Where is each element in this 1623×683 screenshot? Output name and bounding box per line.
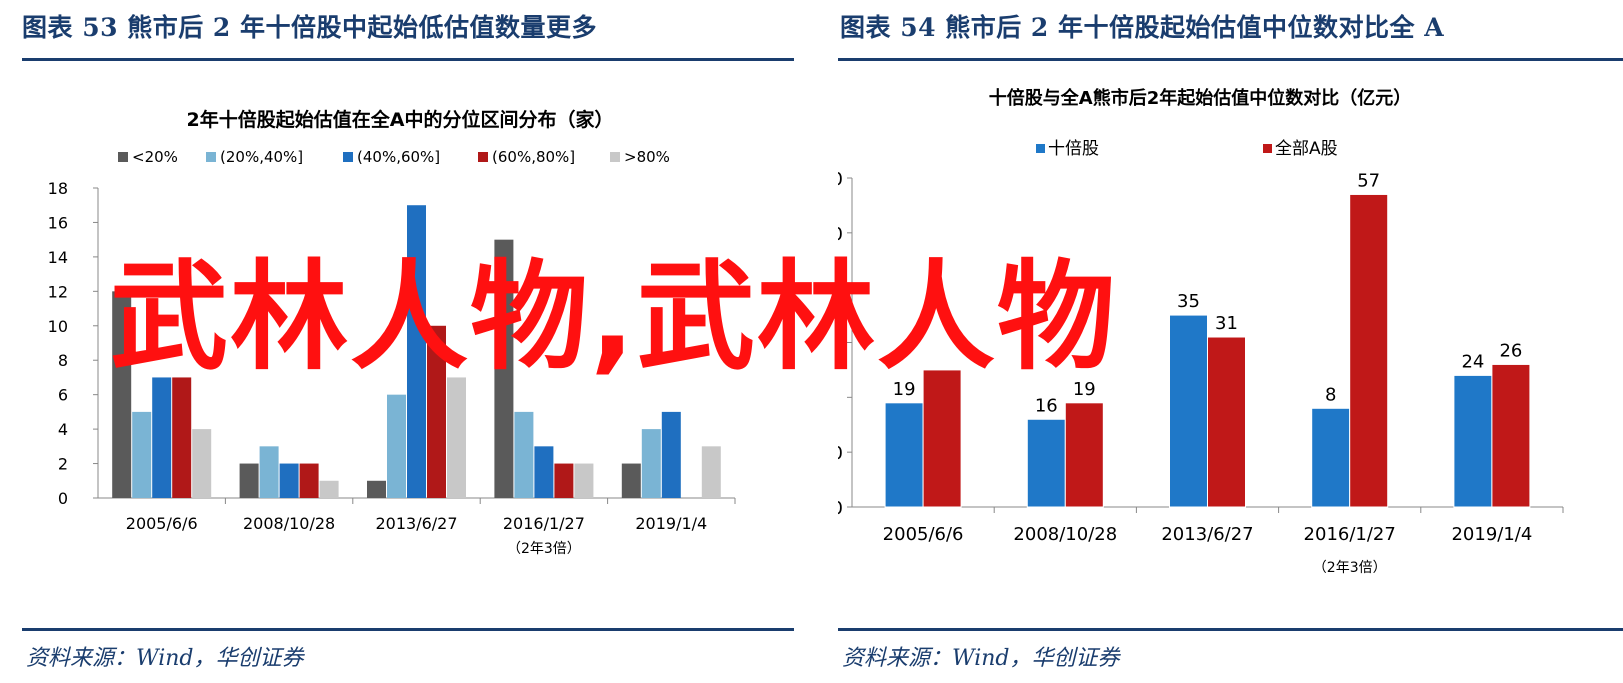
y-tick-label: 60 [838, 169, 843, 190]
bar [701, 446, 721, 498]
bar [1311, 407, 1351, 508]
y-tick-label: 2 [58, 455, 68, 474]
y-tick-label: 6 [58, 386, 68, 405]
y-tick-label: 0 [838, 498, 843, 519]
bar [1169, 314, 1208, 508]
x-tick-label: 2008/10/28 [1013, 524, 1117, 545]
x-tick-note: （2年3倍） [507, 541, 581, 557]
bar [239, 463, 259, 498]
legend-label: (40%,60%] [357, 148, 440, 166]
bar [192, 429, 212, 498]
data-label: 24 [1461, 351, 1484, 372]
bar [279, 463, 299, 498]
bar [574, 463, 594, 498]
bar [447, 377, 466, 498]
data-label: 19 [1073, 379, 1096, 400]
y-tick-label: 50 [838, 224, 843, 245]
y-tick-label: 4 [58, 420, 68, 439]
legend-label: >80% [624, 148, 670, 166]
y-tick-label: 14 [48, 248, 68, 267]
legend-label: (20%,40%] [220, 148, 303, 166]
bar [534, 446, 554, 498]
y-tick-label: 12 [48, 282, 68, 301]
x-tick-label: 2005/6/6 [126, 514, 198, 533]
x-tick-label: 2019/1/4 [635, 514, 707, 533]
bar [387, 394, 406, 498]
y-tick-label: 10 [838, 443, 843, 464]
legend-label: <20% [132, 148, 178, 166]
legend-swatch [118, 152, 128, 162]
data-label: 19 [893, 379, 916, 400]
bar [661, 411, 681, 498]
data-label: 26 [1499, 340, 1522, 361]
legend-swatch [1036, 144, 1045, 153]
title-rule [838, 58, 1623, 61]
legend-swatch [1263, 144, 1272, 153]
legend-swatch [478, 152, 488, 162]
legend-swatch [343, 152, 353, 162]
x-tick-label: 2013/6/27 [1161, 524, 1253, 545]
bar [427, 325, 446, 498]
figure-53: 图表 53 熊市后 2 年十倍股中起始低估值数量更多 2年十倍股起始估值在全A中… [0, 0, 800, 683]
x-tick-label: 2019/1/4 [1451, 524, 1532, 545]
title-rule [22, 58, 794, 61]
bottom-rule [838, 628, 1623, 631]
data-label: 35 [1177, 291, 1200, 312]
x-tick-label: 2016/1/27 [503, 514, 585, 533]
bar [1453, 374, 1493, 508]
watermark-text: 武林人物,武林人物 [110, 248, 1117, 386]
bar [1207, 336, 1246, 508]
figure-title: 图表 54 熊市后 2 年十倍股起始估值中位数对比全 A [840, 13, 1445, 42]
bar [1491, 363, 1531, 508]
bar [1349, 193, 1389, 508]
source-note: 资料来源：Wind，华创证券 [26, 646, 304, 671]
y-tick-label: 16 [48, 213, 68, 232]
x-tick-label: 2016/1/27 [1304, 524, 1396, 545]
bar [621, 463, 641, 498]
data-label: 31 [1215, 313, 1238, 334]
bar [554, 463, 574, 498]
y-tick-label: 0 [58, 489, 68, 508]
x-tick-label: 2005/6/6 [883, 524, 964, 545]
chart-title: 十倍股与全A熊市后2年起始估值中位数对比（亿元） [989, 87, 1411, 109]
legend-label: 全部A股 [1275, 139, 1338, 159]
bar [152, 377, 172, 498]
bar [884, 402, 924, 508]
bar [132, 411, 152, 498]
bar [641, 429, 661, 498]
bar [319, 480, 339, 498]
y-tick-label: 10 [48, 317, 68, 336]
quantile-distribution-chart: 2年十倍股起始估值在全A中的分位区间分布（家） <20% (20%,40%] (40%… [48, 108, 736, 557]
bar [922, 369, 962, 508]
data-label: 57 [1357, 170, 1380, 191]
bar [367, 480, 386, 498]
bar [112, 291, 132, 498]
y-tick-label: 8 [58, 351, 68, 370]
legend-swatch [610, 152, 620, 162]
legend-label: 十倍股 [1048, 139, 1099, 159]
bar [259, 446, 279, 498]
median-valuation-chart: 十倍股与全A熊市后2年起始估值中位数对比（亿元） 十倍股 全部A股 0 10 50 60 19… [838, 87, 1564, 576]
bar [407, 205, 426, 498]
bar [1064, 402, 1104, 508]
figure-54: 图表 54 熊市后 2 年十倍股起始估值中位数对比全 A 十倍股与全A熊市后2年… [838, 0, 1623, 683]
data-label: 8 [1325, 384, 1336, 405]
x-tick-note: （2年3倍） [1313, 560, 1387, 576]
y-tick-label: 18 [48, 179, 68, 198]
source-note: 资料来源：Wind，华创证券 [842, 646, 1120, 671]
bar [299, 463, 319, 498]
legend-swatch [206, 152, 216, 162]
bottom-rule [22, 628, 794, 631]
data-label: 16 [1035, 395, 1058, 416]
x-tick-label: 2008/10/28 [243, 514, 335, 533]
chart-title: 2年十倍股起始估值在全A中的分位区间分布（家） [187, 108, 614, 131]
figure-title: 图表 53 熊市后 2 年十倍股中起始低估值数量更多 [22, 13, 598, 42]
x-tick-label: 2013/6/27 [375, 514, 457, 533]
legend-label: (60%,80%] [492, 148, 575, 166]
bar [494, 239, 514, 498]
bar [514, 411, 534, 498]
bar [1026, 418, 1066, 508]
bar [172, 377, 192, 498]
